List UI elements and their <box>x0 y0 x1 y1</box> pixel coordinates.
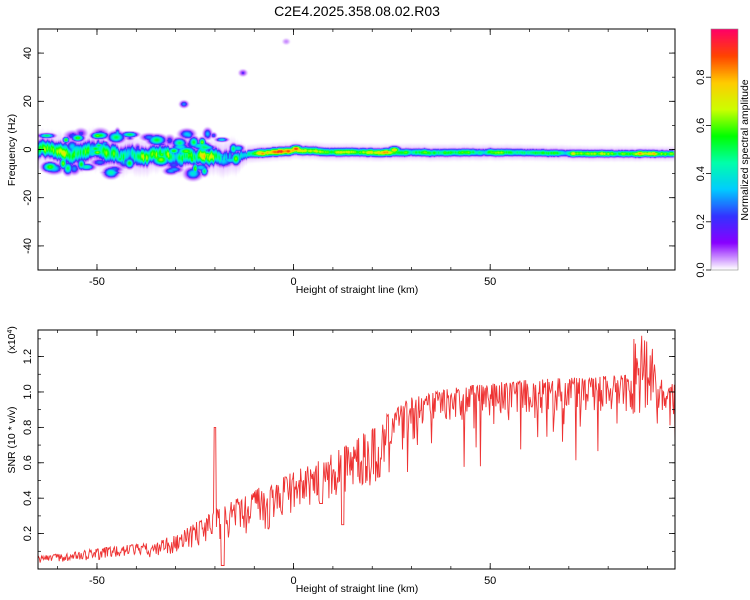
snr-panel: -50 0 50 0.2 0.4 0.6 0.8 1.0 1.2 Height of strai… <box>6 326 676 595</box>
snr-multiplier-label: (x104) <box>6 326 18 354</box>
spectrogram-heatmap <box>38 29 675 270</box>
spectrogram-ticks: -50 0 50 -40 -20 0 20 40 <box>22 28 675 288</box>
snr-y-tick-label: 0.4 <box>22 491 34 506</box>
spectrogram-y-axis-label: Frequency (Hz) <box>6 114 18 186</box>
colorbar-gradient <box>711 29 738 270</box>
colorbar-tick-label: 0.6 <box>695 118 707 133</box>
spectrogram-y-tick-label: 0 <box>22 146 34 152</box>
spectrogram-x-tick-label: 0 <box>291 276 297 288</box>
spectrogram-x-axis-label: Height of straight line (km) <box>296 284 419 296</box>
snr-frame <box>37 329 676 570</box>
snr-series-line <box>38 335 675 566</box>
spectrogram-y-tick-label: -40 <box>22 238 34 254</box>
colorbar-tick-label: 0.4 <box>695 166 707 181</box>
spectrogram-panel: -50 0 50 -40 -20 0 20 40 Height of straight lin… <box>6 28 676 296</box>
snr-x-tick-label: -50 <box>89 575 105 587</box>
spectrogram-x-tick-label: -50 <box>89 276 105 288</box>
snr-x-axis-label: Height of straight line (km) <box>296 583 419 595</box>
colorbar-tick-label: 0.8 <box>695 70 707 85</box>
snr-x-tick-label: 0 <box>291 575 297 587</box>
colorbar-frame <box>710 28 739 271</box>
colorbar-ticks: 0.0 0.2 0.4 0.6 0.8 <box>695 70 711 278</box>
snr-y-tick-label: 0.2 <box>22 526 34 541</box>
colorbar-label: Normalized spectral amplitude <box>739 79 750 220</box>
colorbar-tick-label: 0.2 <box>695 214 707 229</box>
snr-x-tick-label: 50 <box>484 575 496 587</box>
spectrogram-y-tick-label: 40 <box>22 47 34 59</box>
colorbar: 0.0 0.2 0.4 0.6 0.8 Normalized spectral ampl… <box>695 28 750 278</box>
spectrogram-y-tick-label: -20 <box>22 190 34 206</box>
spectrogram-y-tick-label: 20 <box>22 95 34 107</box>
snr-y-tick-label: 0.6 <box>22 455 34 470</box>
spectrogram-x-tick-label: 50 <box>484 276 496 288</box>
snr-y-tick-label: 1.0 <box>22 384 34 399</box>
snr-ticks: -50 0 50 0.2 0.4 0.6 0.8 1.0 1.2 <box>22 330 675 587</box>
colorbar-tick-label: 0.0 <box>695 262 707 277</box>
snr-y-tick-label: 0.8 <box>22 420 34 435</box>
snr-y-axis-label: SNR (10 * v/v) <box>6 406 18 473</box>
figure-title: C2E4.2025.358.08.02.R03 <box>274 3 440 19</box>
snr-y-tick-label: 1.2 <box>22 349 34 364</box>
